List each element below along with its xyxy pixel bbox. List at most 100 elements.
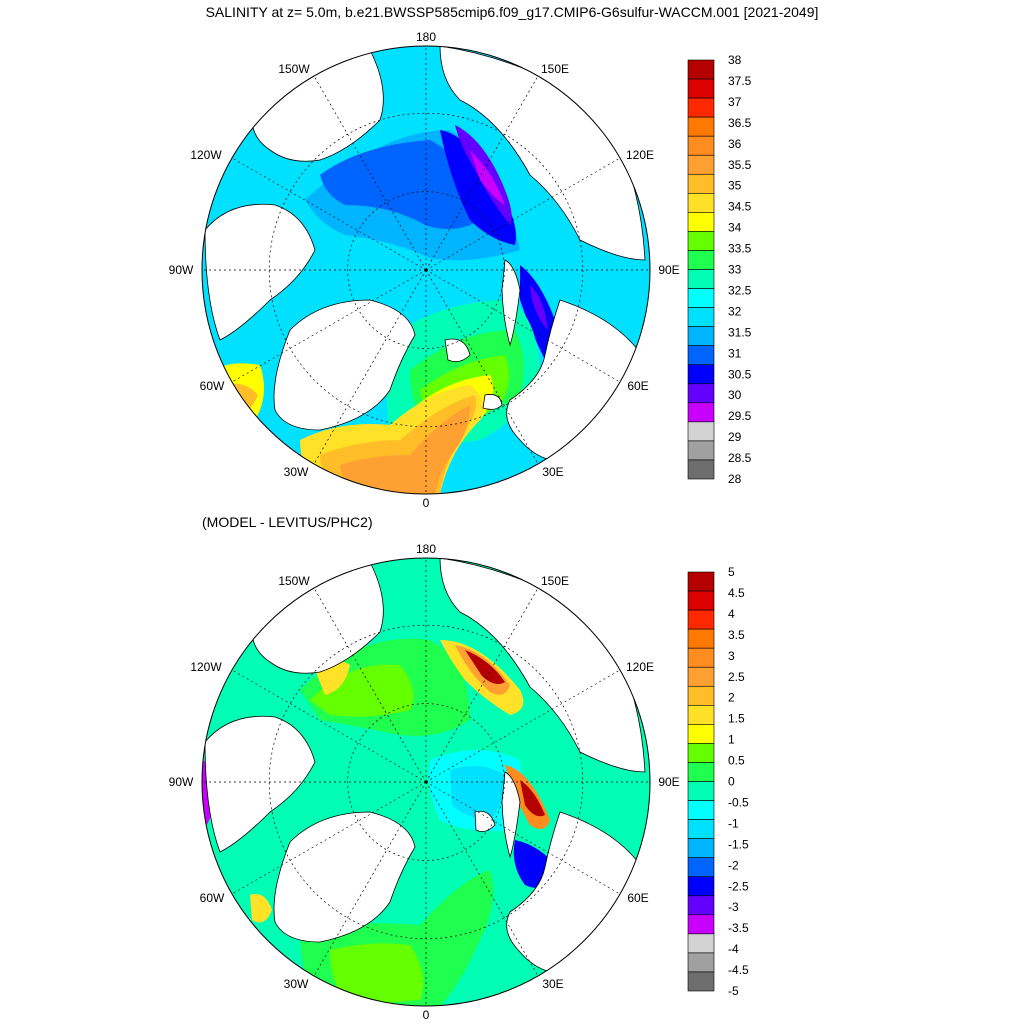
colorbar-swatch [687, 421, 715, 442]
colorbar-tick-label: 38 [728, 53, 742, 67]
meridian-line [231, 157, 427, 271]
meridian-line [313, 781, 427, 977]
greenland-diff [273, 811, 416, 943]
colorbar-swatch [687, 781, 715, 801]
colorbar-swatch [687, 440, 715, 461]
lon-label-60e-diff: 60E [627, 891, 648, 905]
greenland [273, 299, 416, 431]
colorbar-swatch [687, 59, 715, 80]
colorbar-tick-label: -4 [728, 942, 739, 956]
colorbar-tick-label: 34 [728, 221, 742, 235]
colorbar-swatch [687, 459, 715, 480]
colorbar-tick-label: -2.5 [728, 879, 749, 893]
colorbar-swatch [687, 895, 715, 916]
latitude-circle [268, 112, 584, 428]
colorbar-swatch [687, 402, 715, 423]
lon-label-30e-diff: 30E [542, 977, 563, 991]
colorbar-tick-label: 34.5 [728, 200, 752, 214]
colorbar-tick-label: -1 [728, 816, 739, 830]
svalbard-diff [474, 810, 496, 833]
colorbar-tick-label: 31 [728, 346, 742, 360]
colorbar-tick-label: 37.5 [728, 74, 752, 88]
lon-label-120w: 120W [190, 148, 222, 162]
graticule [202, 46, 650, 494]
graticule-diff [202, 558, 650, 1006]
meridian-line [313, 75, 427, 271]
meridian-line [425, 157, 621, 271]
svalbard [444, 338, 471, 363]
diff-kara-max [520, 780, 545, 817]
colorbar-swatch [687, 173, 715, 194]
meridian-line [313, 587, 427, 783]
lon-label-150e: 150E [541, 62, 569, 76]
colorbar-swatch [687, 743, 715, 763]
colorbar-swatch [687, 135, 715, 156]
plot-title: SALINITY at z= 5.0m, b.e21.BWSSP585cmip6… [205, 4, 819, 20]
colorbar-tick-label: 4 [728, 607, 735, 621]
colorbar-swatch [687, 971, 715, 992]
colorbar-tick-label: -4.5 [728, 963, 749, 977]
meridian-line [231, 781, 427, 895]
meridian-line [425, 587, 539, 783]
colorbar-tick-label: 29.5 [728, 409, 752, 423]
colorbar-tick-label: 3.5 [728, 628, 745, 642]
colorbar-swatch [687, 609, 715, 630]
diff-negative-core [450, 766, 505, 820]
colorbar-tick-label: -3.5 [728, 921, 749, 935]
lon-label-60w: 60W [200, 379, 225, 393]
lon-label-120e-diff: 120E [626, 660, 654, 674]
colorbar-swatch [687, 819, 715, 839]
colorbar-tick-label: 30 [728, 388, 742, 402]
latitude-circle [347, 191, 505, 349]
lon-label-180: 180 [416, 30, 436, 44]
colorbar-swatch [687, 154, 715, 175]
meridian-line [231, 269, 427, 383]
meridian-line [425, 269, 621, 383]
colorbar-tick-label: 2 [728, 691, 735, 705]
salinity-siberian-shelf [440, 130, 516, 245]
map-border-diff [201, 557, 651, 1007]
canadian-archipelago-diff [204, 715, 316, 853]
iceland [482, 394, 503, 410]
diff-positive-beaufort [310, 664, 414, 717]
map-border [201, 45, 651, 495]
colorbar-tick-label: 0 [728, 775, 735, 789]
colorbar-swatch [687, 952, 715, 973]
salinity-lena-outflow [470, 150, 505, 205]
lon-label-150e-diff: 150E [541, 574, 569, 588]
colorbar-swatch [687, 628, 715, 649]
colorbar-tick-label: 0.5 [728, 754, 745, 768]
colorbar-swatch [687, 345, 715, 366]
colorbar-tick-label: 28.5 [728, 451, 752, 465]
colorbar-tick-label: 4.5 [728, 586, 745, 600]
colorbar-tick-label: 29 [728, 430, 742, 444]
colorbar-tick-label: 36.5 [728, 116, 752, 130]
colorbar-swatch [687, 666, 715, 687]
lon-label-120w-diff: 120W [190, 660, 222, 674]
canadian-archipelago [204, 203, 316, 341]
novaya-zemlya-diff [501, 771, 521, 859]
colorbar-swatch [687, 876, 715, 897]
colorbar-swatch [687, 269, 715, 289]
colorbar-tick-label: 1.5 [728, 712, 745, 726]
colorbar-tick-label: 32 [728, 304, 742, 318]
colorbar-tick-label: -2 [728, 858, 739, 872]
plot-subtitle: (MODEL - LEVITUS/PHC2) [202, 514, 373, 530]
colorbar-swatch [687, 193, 715, 213]
colorbar-swatch [687, 307, 715, 327]
lon-label-90w: 90W [169, 263, 194, 277]
lon-label-60e: 60E [627, 379, 648, 393]
meridian-line [425, 781, 621, 895]
lon-label-90e: 90E [658, 263, 679, 277]
meridian-line [425, 781, 539, 977]
colorbar-swatch [687, 685, 715, 706]
meridian-line [313, 269, 427, 465]
colorbar-swatch [687, 571, 715, 592]
lon-label-90e-diff: 90E [658, 775, 679, 789]
colorbar-swatch [687, 933, 715, 954]
colorbar-tick-label: 30.5 [728, 367, 752, 381]
colorbar-tick-label: 31.5 [728, 325, 752, 339]
salinity-atlantic-355 [340, 405, 470, 494]
lon-label-120e: 120E [626, 148, 654, 162]
lon-label-180-diff: 180 [416, 542, 436, 556]
